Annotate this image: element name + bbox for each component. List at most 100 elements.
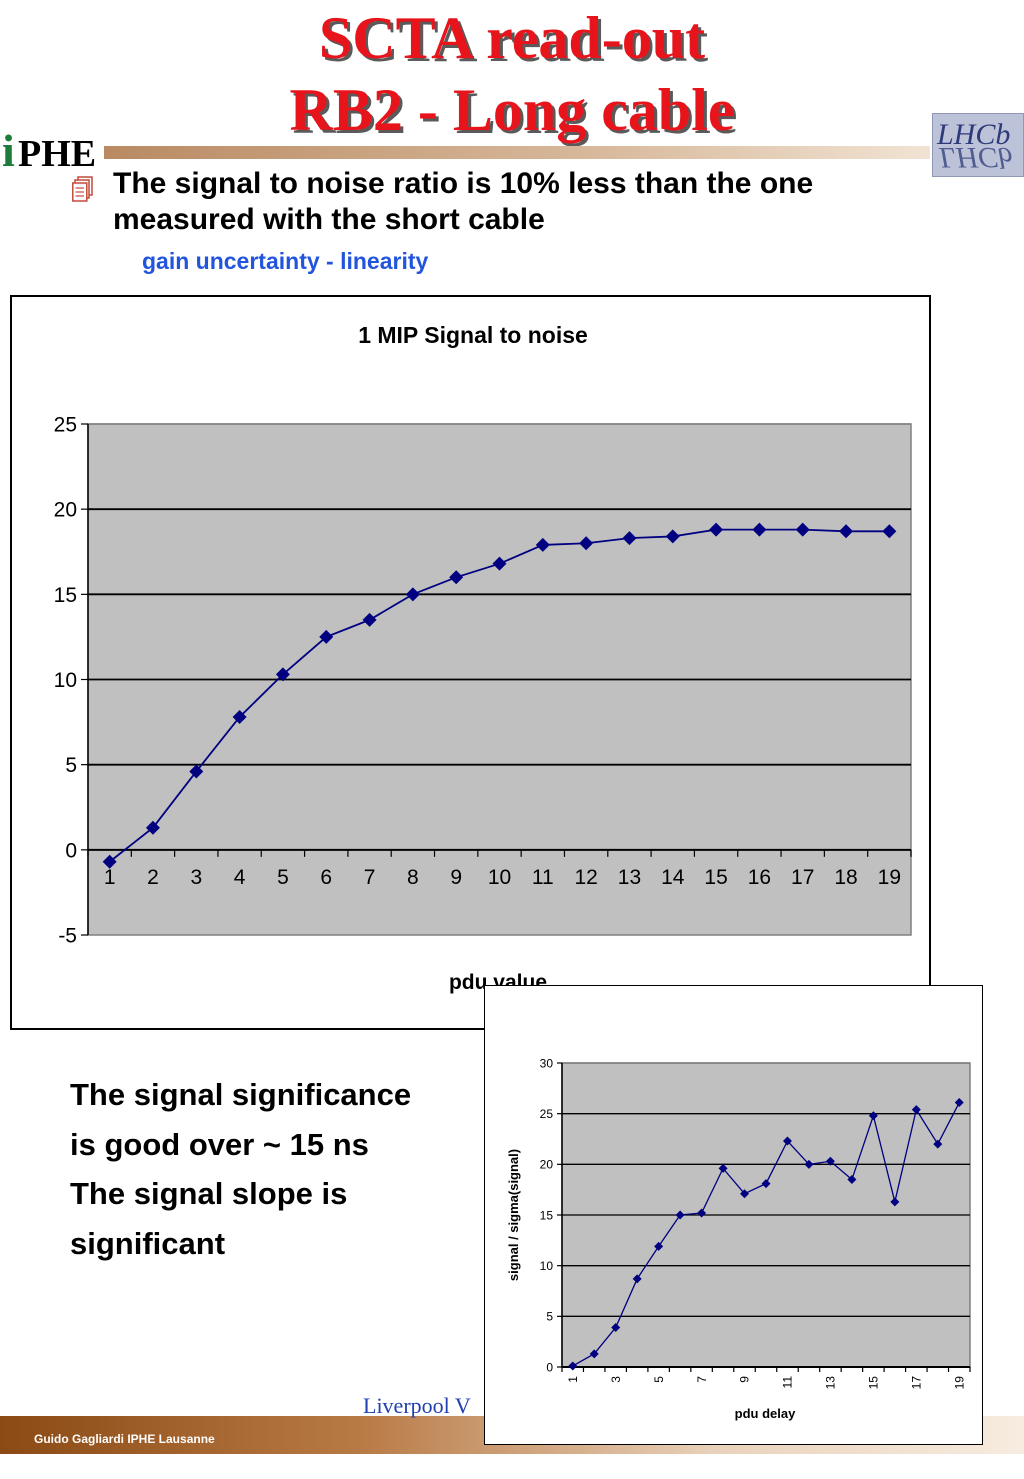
data-point xyxy=(319,629,334,644)
data-point xyxy=(752,522,767,537)
data-point xyxy=(145,820,160,835)
data-point xyxy=(665,529,680,544)
data-point xyxy=(535,537,550,552)
x-tick-label: 16 xyxy=(748,866,771,889)
x-tick-label: 17 xyxy=(910,1376,924,1390)
data-point xyxy=(449,570,464,585)
data-point xyxy=(795,522,810,537)
y-tick-label: 15 xyxy=(540,1208,554,1222)
data-point xyxy=(189,764,204,779)
data-point xyxy=(839,524,854,539)
body-line: The signal slope is xyxy=(70,1176,348,1211)
data-point xyxy=(632,1274,642,1284)
document-bullet-icon xyxy=(72,176,93,202)
y-tick-label: -5 xyxy=(58,925,77,948)
bullet-text: The signal to noise ratio is 10% less th… xyxy=(113,167,814,236)
x-tick-label: 9 xyxy=(450,866,462,889)
data-point xyxy=(362,612,377,627)
x-tick-label: 11 xyxy=(532,866,554,889)
data-point xyxy=(675,1210,685,1220)
body-line: is good over ~ 15 ns xyxy=(70,1126,369,1162)
x-tick-label: 18 xyxy=(834,866,857,889)
data-point xyxy=(611,1322,621,1332)
x-tick-label: 7 xyxy=(364,866,376,889)
x-tick-label: 4 xyxy=(234,866,246,889)
x-tick-label: 3 xyxy=(190,866,202,889)
y-tick-label: 0 xyxy=(65,839,77,862)
x-tick-label: 6 xyxy=(320,866,332,889)
x-tick-label: 7 xyxy=(695,1376,709,1383)
slide-title-line-1: SCTA read-out xyxy=(318,5,706,71)
footer-partial-text: Liverpool V xyxy=(363,1393,471,1418)
x-tick-label: 10 xyxy=(488,866,511,889)
title-rule xyxy=(104,146,930,159)
signal-significance-chart: 0 5 10 15 20 25 30 1 3 5 7 9 11 13 15 17 19 pdu delay sign… xyxy=(484,985,983,1445)
subnote-text: gain uncertainty - linearity xyxy=(142,248,429,274)
data-point xyxy=(709,522,724,537)
body-text: The signal significance is good over ~ 1… xyxy=(70,1070,470,1268)
data-point xyxy=(782,1136,792,1146)
x-tick-label: 13 xyxy=(618,866,641,889)
x-tick-label: 8 xyxy=(407,866,419,889)
data-point xyxy=(697,1208,707,1218)
data-point xyxy=(825,1156,835,1166)
y-tick-label: 5 xyxy=(65,754,77,777)
x-tick-label: 13 xyxy=(824,1376,838,1390)
data-point xyxy=(622,531,637,546)
signal-to-noise-chart: -5 0 5 10 15 20 25 1 2 3 4 5 6 7 8 9 10 11 12 13 14 15 16 17 18 1… xyxy=(10,295,931,1030)
lhcb-logo: LHCb LHCb xyxy=(932,113,1024,177)
y-tick-label: 10 xyxy=(54,669,77,692)
x-tick-label: 9 xyxy=(738,1376,752,1383)
body-line: The signal significance xyxy=(70,1077,412,1112)
data-point xyxy=(868,1111,878,1121)
y-tick-label: 25 xyxy=(54,414,77,437)
data-point xyxy=(492,556,507,571)
iphe-logo: i PHE xyxy=(0,112,104,178)
y-tick-label: 25 xyxy=(540,1107,554,1121)
data-point xyxy=(804,1159,814,1169)
data-point xyxy=(882,524,897,539)
data-point xyxy=(890,1197,900,1207)
footer-text: Guido Gagliardi IPHE Lausanne xyxy=(34,1432,215,1446)
data-point xyxy=(761,1179,771,1189)
y-tick-label: 20 xyxy=(540,1158,554,1172)
x-tick-label: 12 xyxy=(574,866,597,889)
lhcb-logo-reflection: LHCb xyxy=(939,141,1013,174)
x-tick-label: 5 xyxy=(277,866,289,889)
data-point xyxy=(232,709,247,724)
data-point xyxy=(911,1105,921,1115)
y-tick-label: 20 xyxy=(54,499,77,522)
x-tick-label: 5 xyxy=(652,1376,666,1383)
y-axis-label: signal / sigma(signal) xyxy=(506,1149,521,1281)
x-tick-label: 2 xyxy=(147,866,159,889)
y-tick-label: 5 xyxy=(546,1310,553,1324)
y-tick-label: 30 xyxy=(540,1056,554,1070)
data-point xyxy=(589,1349,599,1359)
lhcb-logo-text: LHCb xyxy=(937,118,1011,151)
chart-title: 1 MIP Signal to noise xyxy=(358,322,588,348)
y-tick-label: 15 xyxy=(54,584,77,607)
data-point xyxy=(654,1241,664,1251)
iphe-logo-mark: i xyxy=(2,125,15,176)
x-tick-label: 1 xyxy=(566,1376,580,1383)
x-tick-label: 14 xyxy=(661,866,685,889)
data-point xyxy=(718,1163,728,1173)
iphe-logo-word: PHE xyxy=(18,133,97,175)
data-point xyxy=(275,667,290,682)
data-point xyxy=(579,536,594,551)
data-point xyxy=(405,587,420,602)
y-tick-label: 0 xyxy=(546,1360,553,1374)
y-tick-label: 10 xyxy=(540,1259,554,1273)
x-tick-label: 17 xyxy=(791,866,814,889)
x-tick-label: 19 xyxy=(878,866,901,889)
slide-title-line-2: RB2 - Long cable xyxy=(289,77,735,143)
x-tick-label: 1 xyxy=(104,866,116,889)
x-axis-label: pdu delay xyxy=(735,1406,796,1421)
body-line: significant xyxy=(70,1225,226,1261)
x-tick-label: 15 xyxy=(704,866,727,889)
data-point xyxy=(740,1189,750,1199)
data-point xyxy=(954,1098,964,1108)
x-tick-label: 3 xyxy=(609,1376,623,1383)
data-point xyxy=(933,1139,943,1149)
